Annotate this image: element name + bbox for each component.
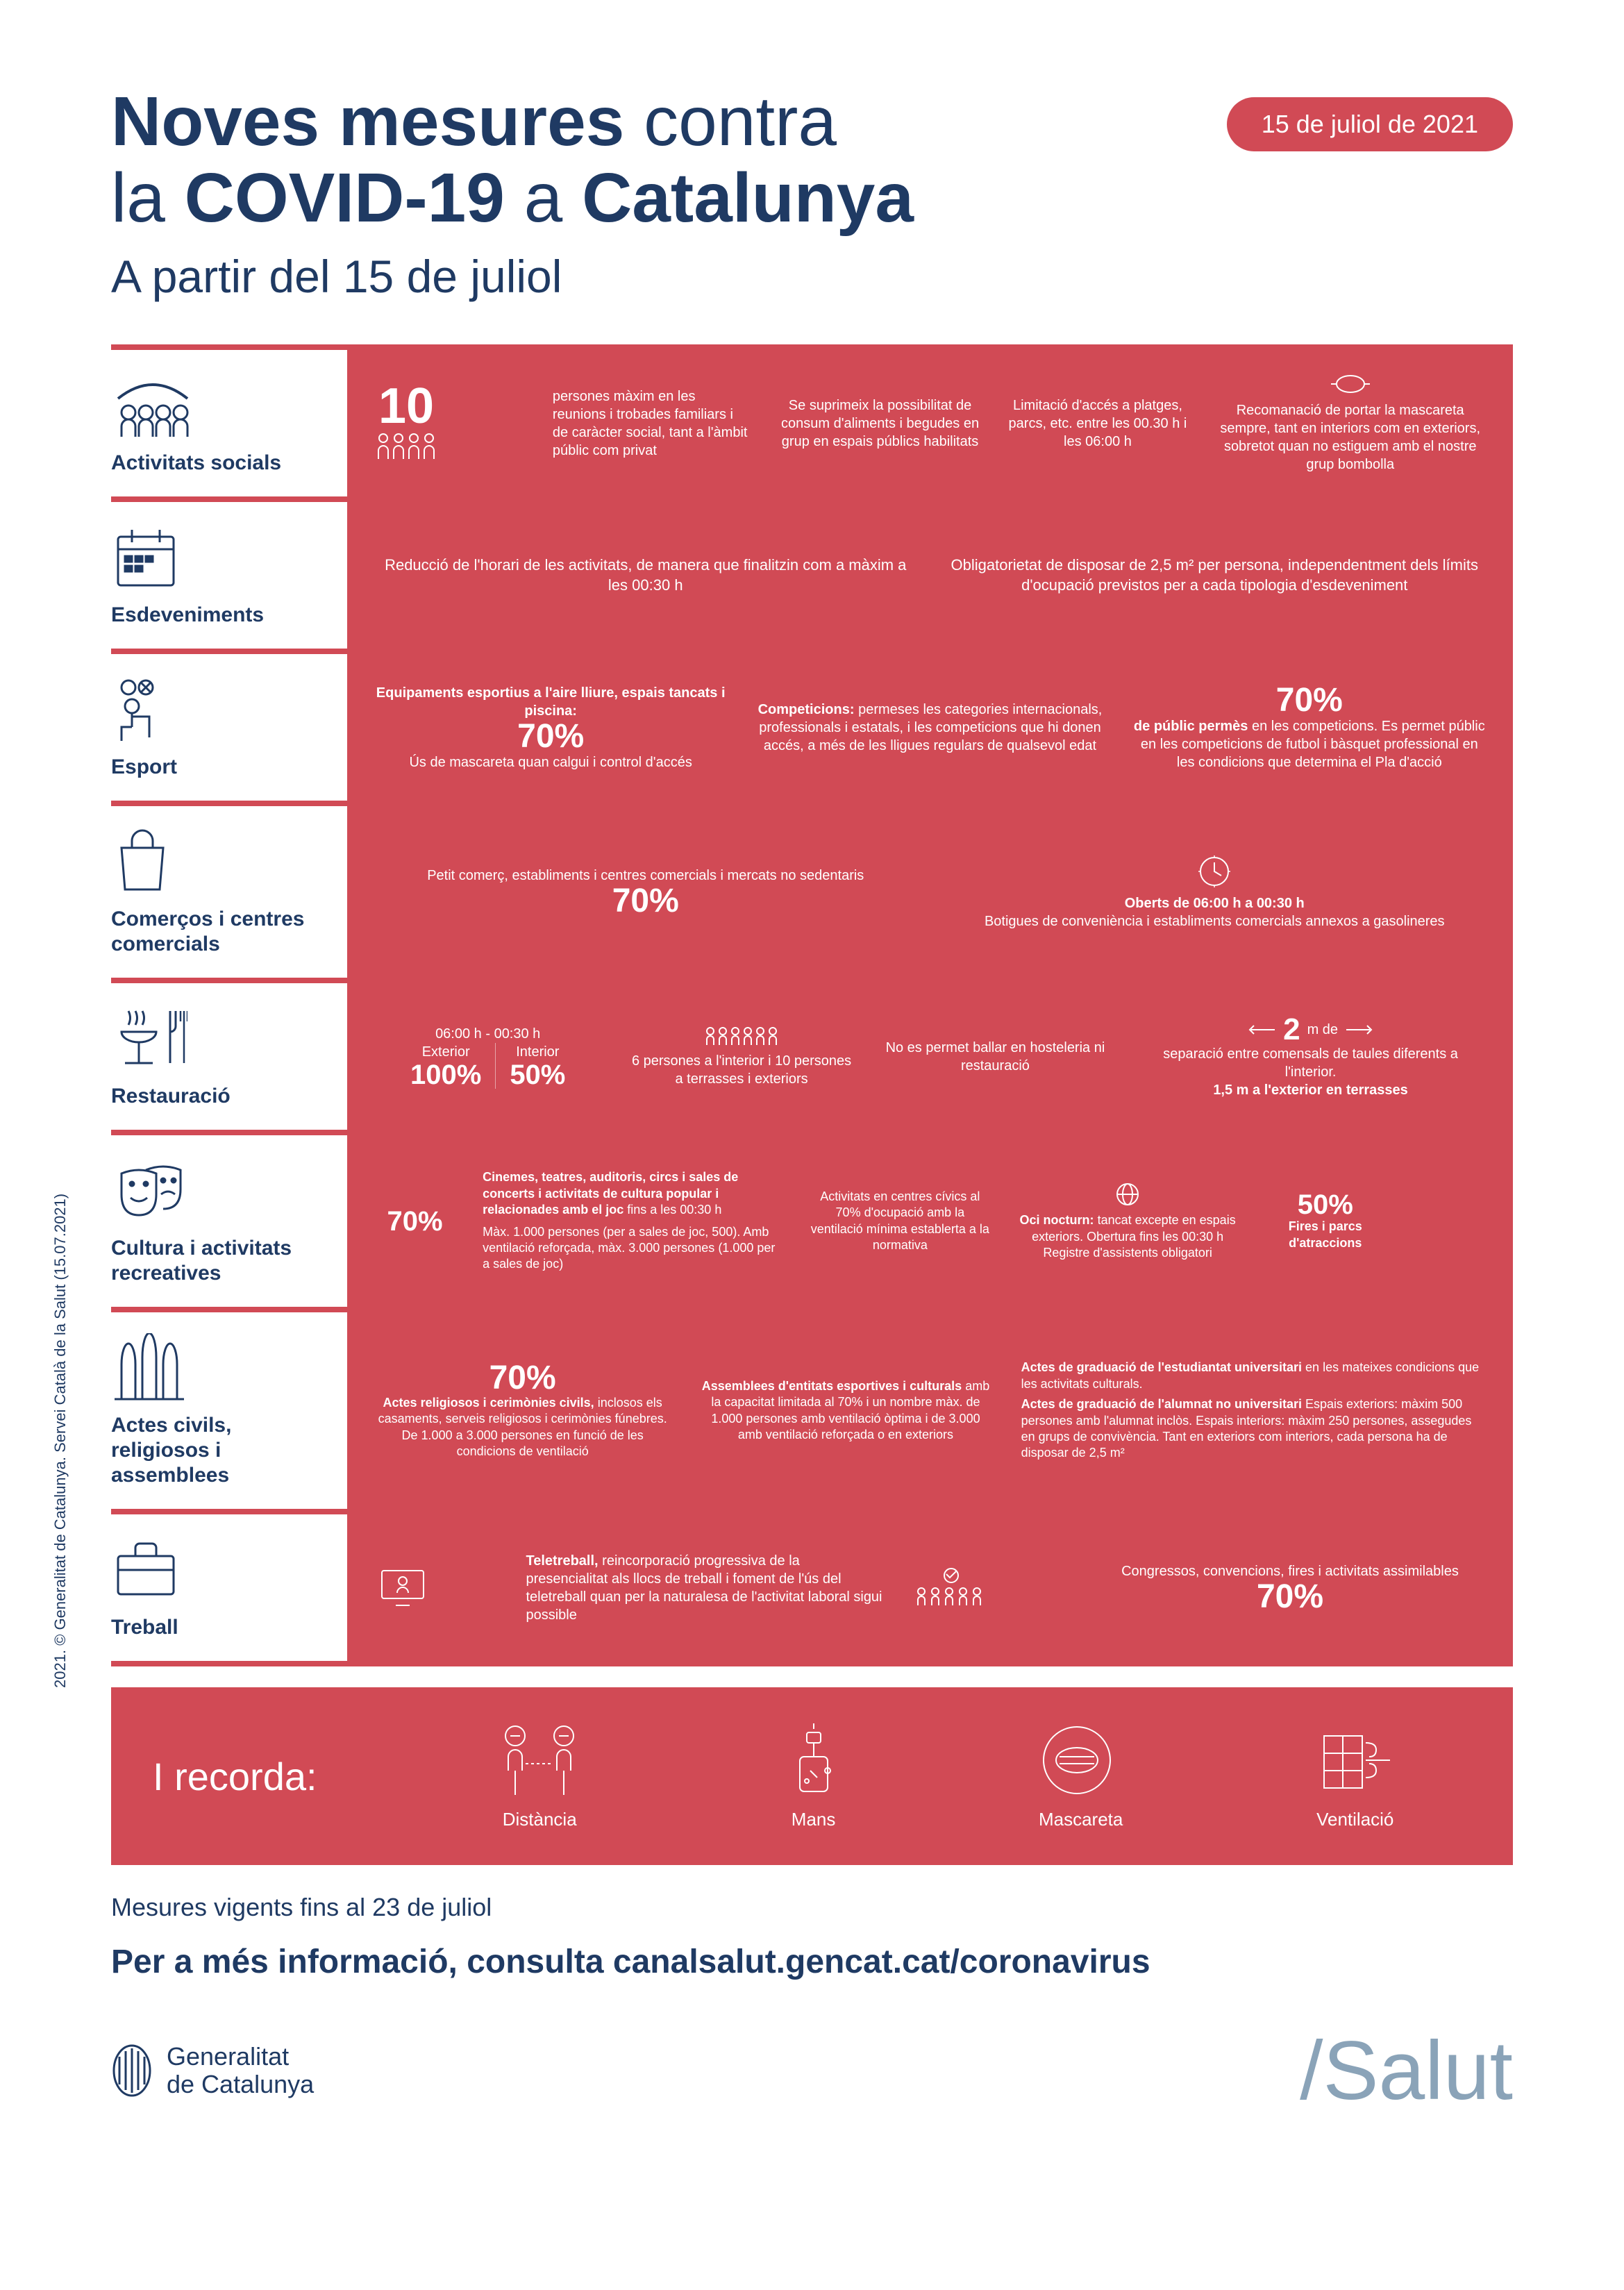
stat-number: 2 — [1283, 1014, 1300, 1045]
stat-percent: 70% — [375, 1362, 670, 1395]
arrow-left-icon — [1248, 1023, 1276, 1037]
text-bold: Assemblees d'entitats esportives i cultu… — [702, 1379, 962, 1393]
text-bold: Competicions: — [758, 702, 855, 717]
stat-percent: 100% — [410, 1061, 481, 1089]
text-bold: de públic permès — [1134, 719, 1248, 734]
arrow-right-icon — [1345, 1023, 1373, 1037]
text-block: Petit comerç, establiments i centres com… — [375, 867, 916, 885]
unit-label: m de — [1307, 1021, 1338, 1039]
text-block: Màx. 1.000 persones (per a sales de joc,… — [483, 1224, 782, 1273]
section-restaurant: Restauració 06:00 h - 00:30 h Exterior 1… — [111, 978, 1513, 1130]
stat-percent: 70% — [375, 1207, 455, 1235]
section-social: Activitats socials 10 persones màxim en … — [111, 344, 1513, 496]
clock-icon — [1197, 854, 1232, 889]
remember-label: Mascareta — [1039, 1809, 1123, 1830]
copyright: 2021. © Generalitat de Catalunya. Servei… — [51, 1194, 69, 1688]
section-culture: Cultura i activitats recreatives 70% Cin… — [111, 1130, 1513, 1307]
section-work: Treball Teletreball, reincorporació prog… — [111, 1509, 1513, 1666]
people-group-icon — [111, 371, 333, 440]
text-block: Botigues de conveniència i establiments … — [944, 912, 1486, 930]
section-sport: Esport Equipaments esportius a l'aire ll… — [111, 649, 1513, 801]
people-row-icon — [703, 1026, 780, 1046]
remember-label: Distància — [491, 1809, 588, 1830]
text-block: Equipaments esportius a l'aire lliure, e… — [375, 684, 726, 720]
section-label: Comerços i centres comercials — [111, 907, 333, 957]
mask-icon — [1330, 374, 1371, 394]
stat-percent: 70% — [375, 720, 726, 753]
ventilation-icon — [1314, 1722, 1397, 1798]
section-label: Esport — [111, 755, 333, 780]
restaurant-icon — [111, 1004, 333, 1073]
text-block: persones màxim en les reunions i trobade… — [553, 387, 753, 460]
text-block: No es permet ballar en hosteleria ni res… — [882, 1039, 1108, 1075]
text-block: Activitats en centres cívics al 70% d'oc… — [810, 1189, 990, 1254]
text-block: fins a les 00:30 h — [627, 1203, 721, 1217]
section-commerce: Comerços i centres comercials Petit come… — [111, 801, 1513, 978]
section-label: Esdeveniments — [111, 603, 333, 628]
monitor-person-icon — [375, 1564, 430, 1612]
salut-logo: /Salut — [1300, 2023, 1513, 2118]
stat-percent: 70% — [375, 885, 916, 918]
stat-percent: 70% — [1134, 684, 1485, 717]
text-block: 1,5 m a l'exterior en terrasses — [1136, 1081, 1485, 1099]
stat-percent: 50% — [510, 1061, 565, 1089]
text-block: Se suprimeix la possibilitat de consum d… — [780, 396, 980, 451]
text-block: separació entre comensals de taules dife… — [1136, 1045, 1485, 1081]
section-label: Cultura i activitats recreatives — [111, 1236, 333, 1286]
text-bold: Actes de graduació de l'estudiantat univ… — [1021, 1360, 1302, 1374]
stat-percent: 70% — [1095, 1580, 1485, 1614]
theater-masks-icon — [111, 1156, 333, 1226]
remember-title: I recorda: — [153, 1754, 361, 1799]
subtitle: A partir del 15 de juliol — [111, 250, 1513, 303]
gencat-shield-icon — [111, 2043, 153, 2098]
briefcase-icon — [111, 1535, 333, 1605]
label-exterior: Exterior — [410, 1043, 481, 1061]
people-check-icon — [913, 1567, 989, 1609]
hands-icon — [779, 1722, 848, 1798]
more-info-link: Per a més informació, consulta canalsalu… — [111, 1943, 1513, 1981]
text-block: Congressos, convencions, fires i activit… — [1095, 1562, 1485, 1580]
calendar-icon — [111, 523, 333, 592]
text-block: Recomanació de portar la mascareta sempr… — [1215, 401, 1485, 474]
stat-number: 10 — [375, 381, 437, 431]
section-label: Actes civils, religiosos i assemblees — [111, 1413, 333, 1488]
section-label: Activitats socials — [111, 451, 333, 476]
text-block: 6 persones a l'interior i 10 persones a … — [628, 1052, 854, 1088]
text-block: De 1.000 a 3.000 persones en funció de l… — [375, 1428, 670, 1460]
stat-percent: 50% — [1265, 1191, 1385, 1219]
remember-label: Mans — [779, 1809, 848, 1830]
sport-icon — [111, 675, 333, 744]
section-events: Esdeveniments Reducció de l'horari de le… — [111, 496, 1513, 649]
gencat-line2: de Catalunya — [167, 2071, 314, 2098]
text-bold: Actes de graduació de l'alumnat no unive… — [1021, 1397, 1302, 1411]
text-block: Oberts de 06:00 h a 00:30 h — [944, 894, 1486, 912]
text-bold: Teletreball, — [526, 1553, 598, 1569]
text-bold: Actes religiosos i cerimònies civils, — [383, 1396, 594, 1410]
text-block: Fires i parcs d'atraccions — [1265, 1219, 1385, 1251]
shopping-bag-icon — [111, 827, 333, 896]
section-civil: Actes civils, religiosos i assemblees 70… — [111, 1307, 1513, 1509]
label-interior: Interior — [510, 1043, 565, 1061]
mask-circle-icon — [1039, 1722, 1123, 1798]
people-row-icon — [375, 431, 437, 466]
text-block: Limitació d'accés a platges, parcs, etc.… — [1007, 396, 1187, 451]
gencat-logo: Generalitat de Catalunya — [111, 2043, 314, 2098]
section-label: Treball — [111, 1615, 333, 1640]
remember-banner: I recorda: Distància Mans — [111, 1687, 1513, 1865]
remember-label: Ventilació — [1314, 1809, 1397, 1830]
text-block: 06:00 h - 00:30 h — [375, 1025, 601, 1043]
date-badge: 15 de juliol de 2021 — [1227, 97, 1513, 151]
globe-icon — [1114, 1180, 1141, 1208]
text-bold: Oci nocturn: — [1020, 1213, 1094, 1227]
building-icon — [111, 1333, 333, 1403]
text-block: Reducció de l'horari de les activitats, … — [375, 555, 916, 595]
gencat-line1: Generalitat — [167, 2043, 314, 2071]
valid-until: Mesures vigents fins al 23 de juliol — [111, 1893, 1513, 1922]
section-label: Restauració — [111, 1084, 333, 1109]
text-block: Obligatorietat de disposar de 2,5 m² per… — [944, 555, 1486, 595]
text-block: Ús de mascareta quan calgui i control d'… — [375, 753, 726, 771]
distance-icon — [491, 1722, 588, 1798]
